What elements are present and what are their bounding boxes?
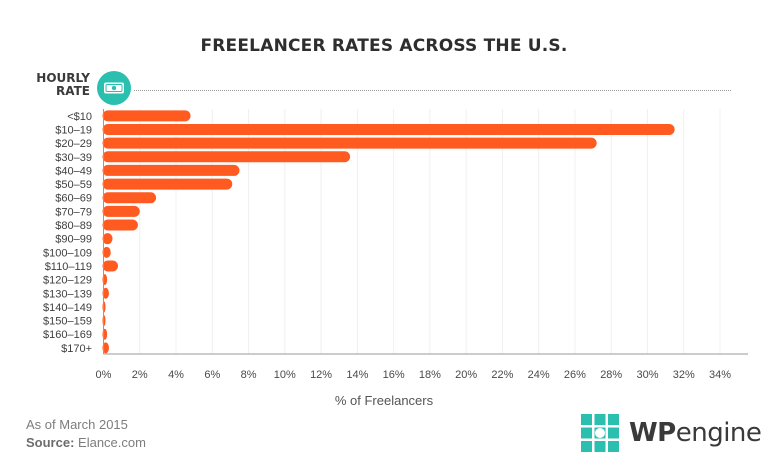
source-note: Source: Elance.com <box>26 434 146 452</box>
x-tick-label: 20% <box>455 369 477 381</box>
x-tick-label: 10% <box>274 369 296 381</box>
bar <box>102 123 675 135</box>
category-label: $80–89 <box>55 220 92 232</box>
x-tick-label: 22% <box>491 369 513 381</box>
x-tick-label: 18% <box>419 369 441 381</box>
x-tick-label: 30% <box>636 369 658 381</box>
bar <box>102 137 597 149</box>
x-tick-label: 8% <box>241 369 257 381</box>
category-label: $110–119 <box>45 261 92 273</box>
x-tick-label: 6% <box>204 369 220 381</box>
category-label: $50–59 <box>55 179 92 191</box>
source-label: Source: <box>26 435 75 450</box>
bar <box>102 260 119 272</box>
bar <box>102 233 113 245</box>
as-of-note: As of March 2015 <box>26 417 128 432</box>
bar <box>102 192 157 204</box>
category-label: $60–69 <box>55 193 92 205</box>
x-tick-label: 26% <box>564 369 586 381</box>
bar <box>102 246 111 258</box>
x-tick-label: 2% <box>132 369 148 381</box>
wpengine-wordmark: WPengine <box>629 418 762 448</box>
category-label: $140–149 <box>43 302 92 314</box>
header-divider <box>134 90 731 91</box>
category-label: $170+ <box>61 343 92 355</box>
category-label: $150–159 <box>43 316 92 328</box>
bar <box>102 151 351 163</box>
category-label: $120–129 <box>43 275 92 287</box>
bar <box>102 164 240 176</box>
footnote: As of March 2015 Source: Elance.com <box>26 416 146 452</box>
bar <box>102 110 191 122</box>
category-label: $90–99 <box>55 234 92 246</box>
x-tick-label: 12% <box>310 369 332 381</box>
bar <box>102 342 109 354</box>
bar <box>102 178 233 190</box>
x-tick-label: 16% <box>383 369 405 381</box>
y-axis-title-line2: RATE <box>56 84 90 98</box>
category-label: <$10 <box>67 111 92 123</box>
x-tick-label: 14% <box>346 369 368 381</box>
x-tick-label: 34% <box>709 369 731 381</box>
bar <box>102 287 109 299</box>
dollar-bill-icon <box>97 71 131 105</box>
y-axis-title-line1: HOURLY <box>36 71 90 85</box>
wpengine-wordmark-engine: engine <box>675 418 762 448</box>
wpengine-wordmark-wp: WP <box>629 418 676 448</box>
x-tick-label: 24% <box>528 369 550 381</box>
chart-title: FREELANCER RATES ACROSS THE U.S. <box>200 36 568 56</box>
bar <box>102 205 140 217</box>
x-tick-label: 28% <box>600 369 622 381</box>
category-label: $30–39 <box>55 152 92 164</box>
category-label: $10–19 <box>55 124 92 136</box>
category-label: $20–29 <box>55 138 92 150</box>
category-label: $130–139 <box>43 288 92 300</box>
x-tick-label: 4% <box>168 369 184 381</box>
category-label: $100–109 <box>43 247 92 259</box>
category-label: $40–49 <box>55 165 92 177</box>
y-axis-title: HOURLY RATE <box>24 72 90 98</box>
wpengine-logo-icon <box>581 414 619 452</box>
category-label: $160–169 <box>43 329 92 341</box>
x-axis-label: % of Freelancers <box>334 393 434 408</box>
category-label: $70–79 <box>55 206 92 218</box>
wpengine-logo: WPengine <box>581 414 762 452</box>
source-value: Elance.com <box>78 435 146 450</box>
x-tick-label: 0% <box>96 369 112 381</box>
x-tick-label: 32% <box>673 369 695 381</box>
bar <box>102 219 138 231</box>
